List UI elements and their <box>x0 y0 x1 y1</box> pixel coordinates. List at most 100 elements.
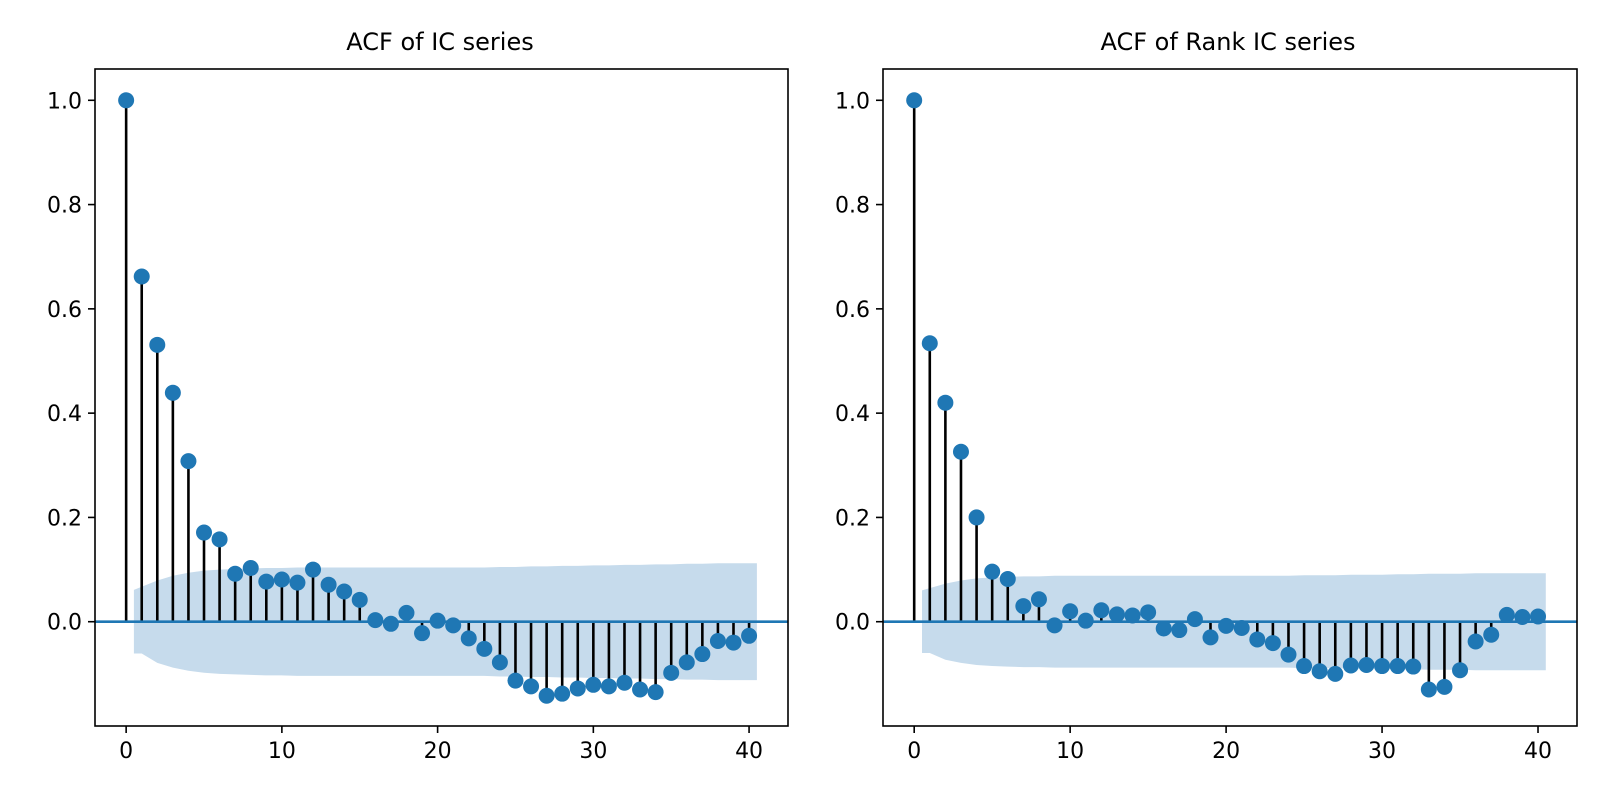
y-tick-label: 0.2 <box>835 506 870 531</box>
acf-point <box>1108 606 1125 623</box>
acf-point <box>1030 591 1047 608</box>
y-tick-label: 0.0 <box>835 611 870 636</box>
acf-point <box>1530 608 1547 625</box>
y-tick-label: 0.4 <box>47 402 82 427</box>
acf-point <box>289 574 306 591</box>
acf-point <box>491 654 508 671</box>
x-tick-label: 0 <box>119 739 133 764</box>
y-tick-label: 0.0 <box>47 611 82 636</box>
acf-point <box>906 92 923 109</box>
acf-point <box>336 583 353 600</box>
acf-point <box>1389 658 1406 675</box>
axes-frame <box>94 68 789 727</box>
acf-point <box>585 676 602 693</box>
acf-point <box>476 640 493 657</box>
acf-point <box>382 615 399 632</box>
x-tick-label: 40 <box>735 739 763 764</box>
acf-point <box>1124 607 1141 624</box>
acf-point <box>952 443 969 460</box>
acf-point <box>1233 619 1250 636</box>
acf-point <box>663 664 680 681</box>
acf-point <box>1296 658 1313 675</box>
acf-point <box>1498 606 1515 623</box>
acf-point <box>305 561 322 578</box>
acf-point <box>1374 658 1391 675</box>
acf-point <box>678 654 695 671</box>
acf-point <box>1062 603 1079 620</box>
y-tick-label: 0.6 <box>47 298 82 323</box>
acf-point <box>367 612 384 629</box>
acf-point <box>937 394 954 411</box>
x-tick-label: 10 <box>1056 739 1084 764</box>
x-tick-label: 20 <box>1212 739 1240 764</box>
acf-point <box>1358 656 1375 673</box>
acf-point <box>460 630 477 647</box>
acf-point <box>968 509 985 526</box>
acf-point <box>709 633 726 650</box>
acf-point <box>149 336 166 353</box>
acf-point <box>1311 663 1328 680</box>
axes-frame <box>882 68 1578 727</box>
acf-point <box>647 684 664 701</box>
acf-point <box>398 604 415 621</box>
x-tick-label: 0 <box>907 739 921 764</box>
acf-point <box>320 576 337 593</box>
acf-point <box>1218 617 1235 634</box>
acf-point <box>133 268 150 285</box>
acf-rank-ic-panel: ACF of Rank IC series 0 10 20 30 40 0.0 0.2 0.4… <box>835 28 1578 764</box>
acf-point <box>180 453 197 470</box>
acf-point <box>507 672 524 689</box>
acf-point <box>1420 681 1437 698</box>
acf-point <box>211 531 228 548</box>
acf-point <box>429 612 446 629</box>
acf-ic-panel: ACF of IC series 0 10 20 30 40 0.0 0.2 0.4 0.6 0.… <box>47 28 789 764</box>
panel-title: ACF of Rank IC series <box>1100 28 1355 56</box>
acf-point <box>1436 678 1453 695</box>
acf-point <box>273 571 290 588</box>
acf-point <box>445 617 462 634</box>
y-tick-label: 0.2 <box>47 506 82 531</box>
acf-point <box>1327 665 1344 682</box>
acf-point <box>227 565 244 582</box>
acf-point <box>1202 629 1219 646</box>
x-tick-label: 20 <box>424 739 452 764</box>
acf-point <box>1155 620 1172 637</box>
y-tick-label: 0.8 <box>47 194 82 219</box>
acf-point <box>118 92 135 109</box>
acf-point <box>600 678 617 695</box>
acf-point <box>258 573 275 590</box>
acf-point <box>1483 626 1500 643</box>
acf-point <box>1405 658 1422 675</box>
acf-point <box>725 634 742 651</box>
acf-point <box>1264 635 1281 652</box>
x-tick-label: 40 <box>1524 739 1552 764</box>
x-tick-label: 30 <box>1368 739 1396 764</box>
acf-point <box>351 591 368 608</box>
acf-point <box>1077 612 1094 629</box>
acf-point <box>1249 631 1266 648</box>
acf-point <box>164 384 181 401</box>
panel-title: ACF of IC series <box>346 28 534 56</box>
acf-point <box>984 563 1001 580</box>
acf-point <box>538 687 555 704</box>
x-tick-label: 30 <box>579 739 607 764</box>
acf-point <box>196 524 213 541</box>
acf-point <box>554 685 571 702</box>
acf-point <box>1342 657 1359 674</box>
y-tick-label: 0.6 <box>835 298 870 323</box>
acf-point <box>1467 633 1484 650</box>
acf-point <box>1280 646 1297 663</box>
x-tick-label: 10 <box>268 739 296 764</box>
y-tick-label: 1.0 <box>835 89 870 114</box>
acf-point <box>616 674 633 691</box>
acf-point <box>1140 604 1157 621</box>
acf-point <box>741 627 758 644</box>
acf-point <box>1093 602 1110 619</box>
acf-point <box>523 678 540 695</box>
acf-point <box>694 646 711 663</box>
acf-point <box>921 335 938 352</box>
acf-point <box>1452 662 1469 679</box>
acf-point <box>1514 609 1531 626</box>
acf-point <box>1046 617 1063 634</box>
